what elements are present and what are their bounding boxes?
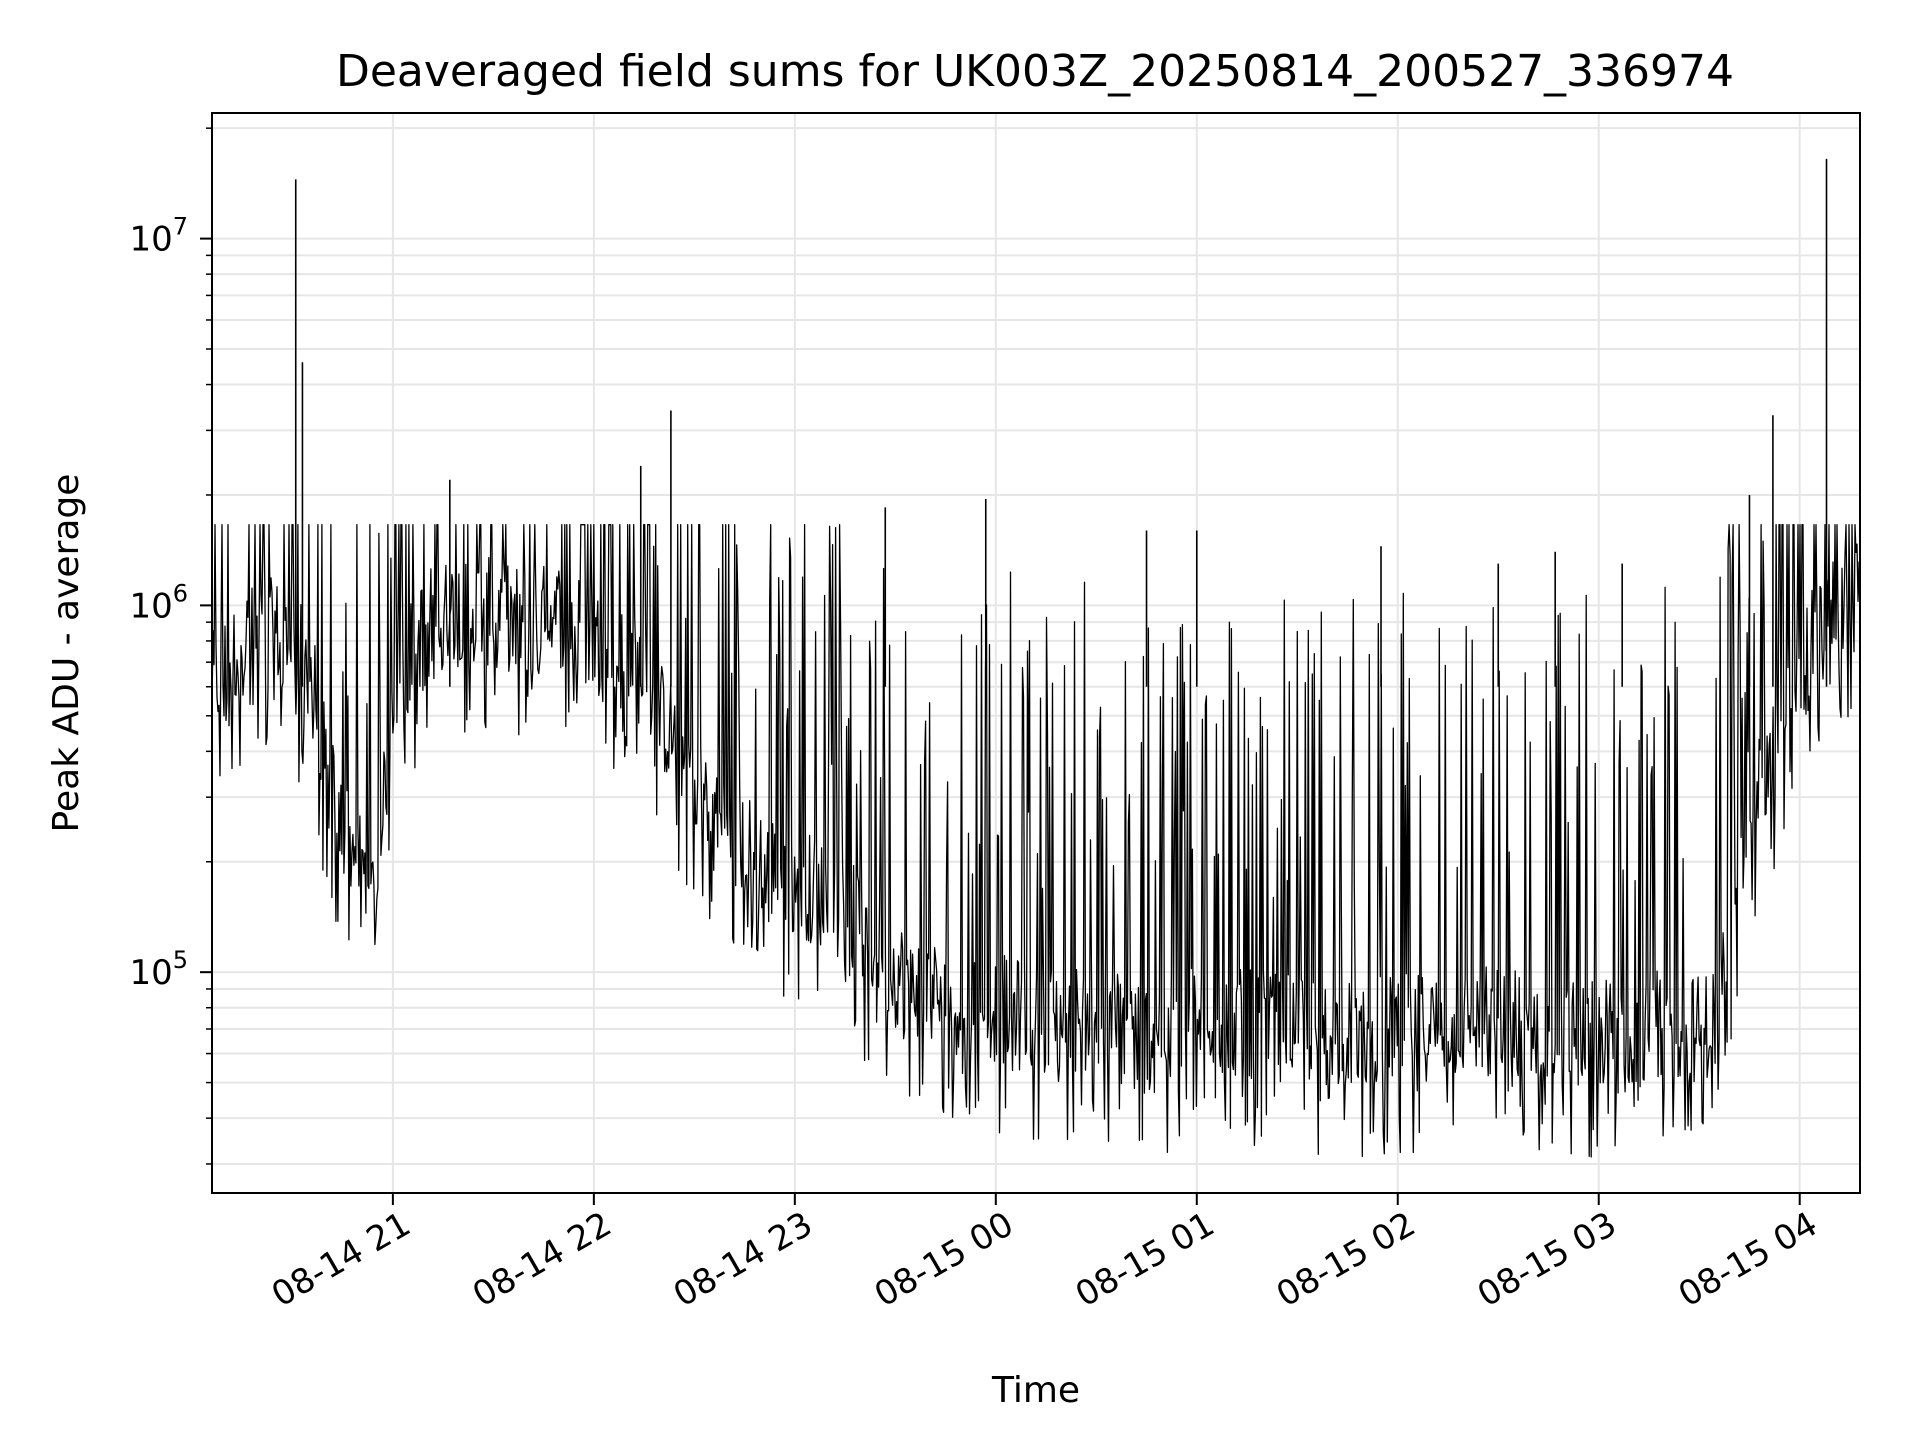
y-axis-label: Peak ADU - average bbox=[46, 474, 87, 833]
y-tick-exponent: 5 bbox=[173, 946, 188, 974]
plot-frame bbox=[211, 112, 1861, 1194]
y-tick-exponent: 6 bbox=[173, 579, 188, 607]
x-axis-label: Time bbox=[991, 1370, 1080, 1411]
y-tick-label: 107 bbox=[129, 213, 188, 260]
y-tick-base: 10 bbox=[129, 220, 172, 260]
series-group bbox=[211, 158, 1861, 1158]
y-tick-base: 10 bbox=[129, 586, 172, 626]
chart-title: Deaveraged field sums for UK003Z_2025081… bbox=[336, 46, 1734, 97]
y-tick-exponent: 7 bbox=[173, 213, 188, 241]
series-line bbox=[211, 524, 1861, 1158]
y-tick-base: 10 bbox=[129, 953, 172, 993]
y-tick-label: 106 bbox=[129, 579, 188, 626]
y-tick-label: 105 bbox=[129, 946, 188, 993]
